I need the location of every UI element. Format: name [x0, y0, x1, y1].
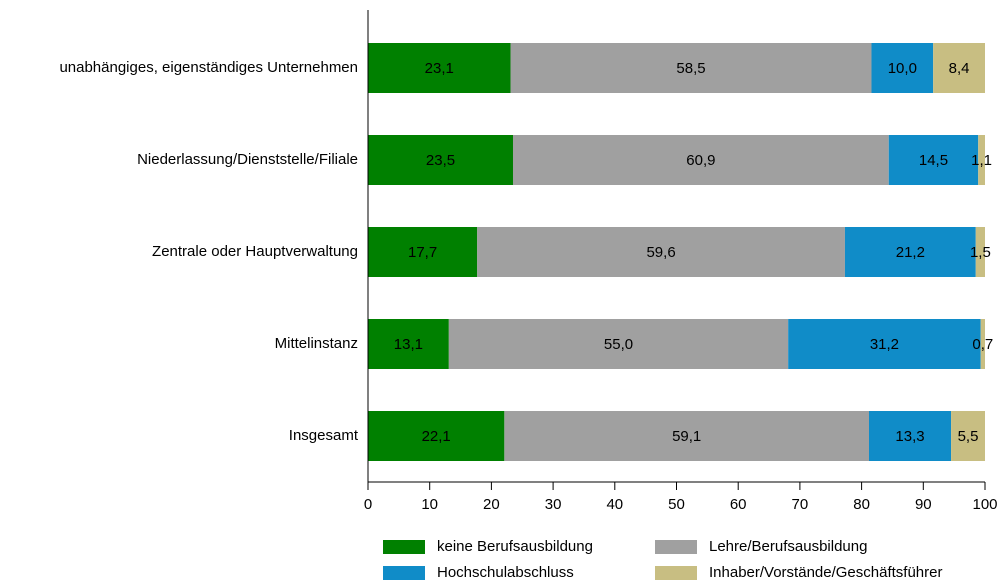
bar-segment [844, 227, 976, 277]
category-label: Zentrale oder Hauptverwaltung [152, 243, 358, 260]
legend-swatch [383, 566, 425, 580]
legend-label: Inhaber/Vorstände/Geschäftsführer [709, 564, 942, 581]
data-label: 14,5 [919, 152, 948, 169]
data-label: 13,1 [394, 336, 423, 353]
legend-swatch [383, 540, 425, 554]
bar-segment [368, 227, 478, 277]
x-tick-label: 0 [364, 496, 372, 513]
x-tick-label: 80 [853, 496, 870, 513]
x-tick-label: 30 [545, 496, 562, 513]
bar-segment [504, 411, 870, 461]
data-label: 1,1 [971, 152, 992, 169]
bar-segment [788, 319, 981, 369]
data-label: 60,9 [686, 152, 715, 169]
bar-segment [512, 135, 889, 185]
bar-segment [951, 411, 985, 461]
bar-segment [869, 411, 952, 461]
bar-segment [975, 227, 985, 277]
x-tick-label: 100 [972, 496, 997, 513]
data-label: 10,0 [888, 60, 917, 77]
legend-label: Hochschulabschluss [437, 564, 574, 581]
category-label: Insgesamt [289, 427, 359, 444]
data-label: 1,5 [970, 244, 991, 261]
bar-segment [980, 319, 985, 369]
x-tick-label: 70 [792, 496, 809, 513]
data-label: 22,1 [422, 428, 451, 445]
x-tick-label: 40 [606, 496, 623, 513]
x-tick-label: 20 [483, 496, 500, 513]
bar-segment [368, 135, 513, 185]
data-label: 55,0 [604, 336, 633, 353]
bar-segment [888, 135, 979, 185]
data-label: 21,2 [896, 244, 925, 261]
x-tick-label: 10 [421, 496, 438, 513]
x-tick-label: 60 [730, 496, 747, 513]
data-label: 23,1 [425, 60, 454, 77]
bar-segment [477, 227, 845, 277]
category-label: unabhängiges, eigenständiges Unternehmen [59, 59, 358, 76]
bar-segment [368, 43, 511, 93]
data-label: 13,3 [895, 428, 924, 445]
data-label: 59,1 [672, 428, 701, 445]
category-label: Niederlassung/Dienststelle/Filiale [137, 151, 358, 168]
x-tick-label: 90 [915, 496, 932, 513]
bar-segment [368, 411, 505, 461]
legend-label: keine Berufsausbildung [437, 538, 593, 555]
data-label: 5,5 [958, 428, 979, 445]
category-label: Mittelinstanz [275, 335, 358, 352]
bar-segment [871, 43, 934, 93]
data-label: 59,6 [646, 244, 675, 261]
bar-segment [368, 319, 449, 369]
data-label: 23,5 [426, 152, 455, 169]
data-label: 31,2 [870, 336, 899, 353]
bar-segment [933, 43, 985, 93]
x-tick-label: 50 [668, 496, 685, 513]
bar-segment [448, 319, 789, 369]
data-label: 8,4 [949, 60, 970, 77]
data-label: 17,7 [408, 244, 437, 261]
legend-swatch [655, 566, 697, 580]
legend-swatch [655, 540, 697, 554]
bar-segment [510, 43, 872, 93]
legend-label: Lehre/Berufsausbildung [709, 538, 867, 555]
data-label: 0,7 [972, 336, 993, 353]
bar-segment [978, 135, 985, 185]
data-label: 58,5 [676, 60, 705, 77]
